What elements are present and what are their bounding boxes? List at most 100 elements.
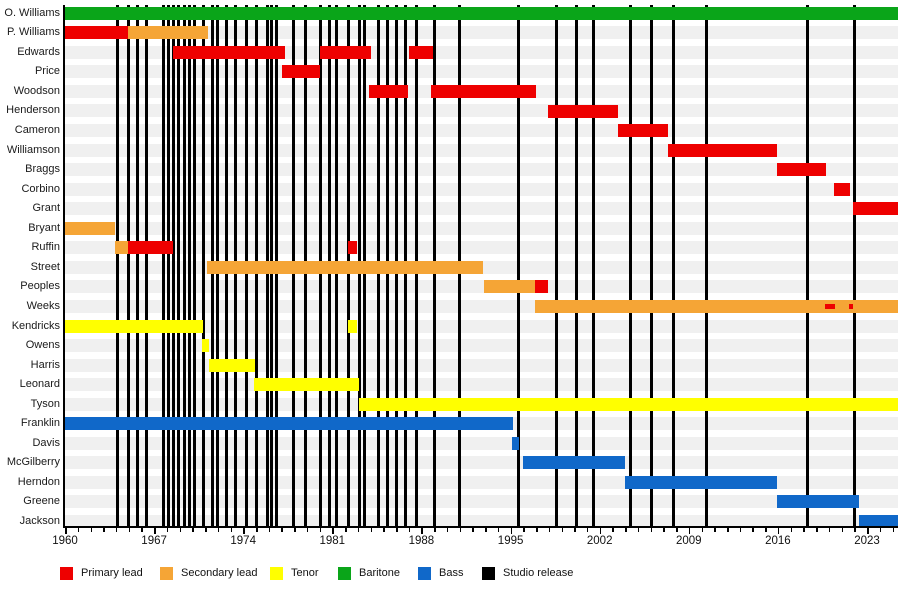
x-axis-minor-tick bbox=[536, 528, 538, 532]
row-label: Leonard bbox=[19, 378, 60, 391]
row-label: Price bbox=[34, 65, 60, 78]
x-axis-tick-label: 2016 bbox=[765, 535, 791, 547]
legend-label: Primary lead bbox=[81, 567, 143, 579]
x-axis-tick-label: 1967 bbox=[141, 535, 167, 547]
tenor-swatch-icon bbox=[270, 567, 283, 580]
x-axis-minor-tick bbox=[179, 528, 182, 532]
x-axis-tick-label: 2002 bbox=[586, 535, 613, 547]
row-label: Edwards bbox=[17, 45, 60, 58]
x-axis-line bbox=[63, 526, 898, 528]
row-label: Peoples bbox=[20, 280, 60, 293]
studio-release-line bbox=[575, 5, 579, 526]
x-axis-minor-tick bbox=[879, 528, 882, 532]
timeline-bar bbox=[128, 241, 174, 255]
baritone-swatch-icon bbox=[338, 567, 351, 580]
x-axis-minor-tick bbox=[841, 528, 843, 532]
x-axis-minor-tick bbox=[574, 528, 576, 532]
x-axis-minor-tick bbox=[281, 528, 283, 532]
timeline-bar bbox=[511, 436, 520, 450]
timeline-bar bbox=[201, 339, 209, 353]
studio-release-line bbox=[171, 5, 175, 526]
x-axis-tick-label: 2009 bbox=[676, 535, 702, 547]
studio-release-line bbox=[161, 5, 165, 526]
timeline-bar bbox=[833, 182, 851, 196]
timeline-bar bbox=[320, 45, 372, 59]
row-label: Grant bbox=[32, 202, 60, 215]
x-axis-minor-tick bbox=[256, 528, 258, 532]
x-axis-minor-tick bbox=[816, 528, 818, 532]
studio-release-line bbox=[650, 5, 654, 526]
x-axis-minor-tick bbox=[103, 528, 105, 532]
x-axis-minor-tick bbox=[396, 528, 398, 532]
x-axis-minor-tick bbox=[370, 528, 372, 532]
x-axis-minor-tick bbox=[205, 528, 207, 532]
x-axis-major-tick bbox=[243, 528, 245, 534]
x-axis-minor-tick bbox=[497, 528, 500, 532]
x-axis-tick-label: 1974 bbox=[230, 535, 256, 547]
timeline-bar bbox=[668, 143, 778, 157]
x-axis-major-tick bbox=[421, 528, 423, 534]
x-axis-minor-tick bbox=[345, 528, 347, 532]
x-axis-minor-tick bbox=[459, 528, 462, 532]
primary_lead-swatch-icon bbox=[60, 567, 73, 580]
y-axis-line bbox=[63, 5, 65, 528]
x-axis-tick-label: 1995 bbox=[497, 535, 524, 547]
secondary_lead-swatch-icon bbox=[160, 567, 173, 580]
legend-label: Secondary lead bbox=[181, 567, 258, 579]
row-label: Jackson bbox=[19, 515, 60, 527]
x-axis-minor-tick bbox=[586, 528, 589, 532]
x-axis-minor-tick bbox=[166, 528, 169, 532]
studio-release-line bbox=[517, 5, 521, 526]
x-axis-minor-tick bbox=[485, 528, 487, 532]
legend-label: Baritone bbox=[359, 567, 400, 579]
x-axis-minor-tick bbox=[727, 528, 729, 532]
timeline-bar bbox=[282, 65, 321, 79]
x-axis-minor-tick bbox=[319, 528, 322, 532]
x-axis-major-tick bbox=[688, 528, 691, 534]
x-axis-minor-tick bbox=[141, 528, 143, 532]
row-label: Ruffin bbox=[31, 241, 60, 254]
x-axis-minor-tick bbox=[612, 528, 614, 532]
x-axis-tick-label: 2023 bbox=[854, 535, 880, 547]
timeline-bar bbox=[853, 202, 899, 216]
studio_release-swatch-icon bbox=[482, 567, 495, 580]
x-axis-minor-tick bbox=[803, 528, 805, 532]
studio-release-line bbox=[166, 5, 170, 526]
x-axis-minor-tick bbox=[230, 528, 232, 532]
timeline-bar bbox=[534, 280, 549, 294]
x-axis-minor-tick bbox=[650, 528, 653, 532]
studio-release-line bbox=[591, 5, 595, 526]
studio-release-line bbox=[852, 5, 856, 526]
row-label: Harris bbox=[30, 358, 60, 371]
x-axis-major-tick bbox=[867, 528, 869, 534]
x-axis-minor-tick bbox=[790, 528, 793, 532]
x-axis-minor-tick bbox=[854, 528, 856, 532]
studio-release-line bbox=[672, 5, 675, 526]
x-axis-minor-tick bbox=[739, 528, 742, 532]
row-label: Weeks bbox=[26, 299, 60, 312]
timeline-bar bbox=[431, 84, 536, 98]
row-label: Tyson bbox=[30, 397, 60, 410]
row-label: Henderson bbox=[6, 104, 60, 117]
row-label: Cameron bbox=[14, 124, 60, 136]
row-label: Woodson bbox=[13, 84, 60, 97]
timeline-bar bbox=[65, 319, 204, 333]
studio-release-line bbox=[704, 5, 708, 526]
x-axis-minor-tick bbox=[625, 528, 627, 532]
timeline-bar bbox=[483, 280, 535, 294]
row-label: Bryant bbox=[28, 221, 60, 234]
row-label: McGilberry bbox=[6, 456, 60, 469]
studio-release-line bbox=[554, 5, 558, 526]
timeline-bar bbox=[128, 26, 209, 40]
timeline-bar bbox=[625, 475, 778, 489]
timeline-bar bbox=[825, 303, 836, 309]
timeline-bar bbox=[849, 303, 853, 309]
x-axis-minor-tick bbox=[383, 528, 385, 532]
studio-release-line bbox=[187, 5, 191, 526]
x-axis-minor-tick bbox=[637, 528, 640, 532]
x-axis-major-tick bbox=[777, 528, 780, 534]
x-axis-minor-tick bbox=[115, 528, 118, 532]
x-axis-minor-tick bbox=[714, 528, 716, 532]
timeline-bar bbox=[65, 6, 899, 20]
timeline-bar bbox=[65, 221, 116, 235]
